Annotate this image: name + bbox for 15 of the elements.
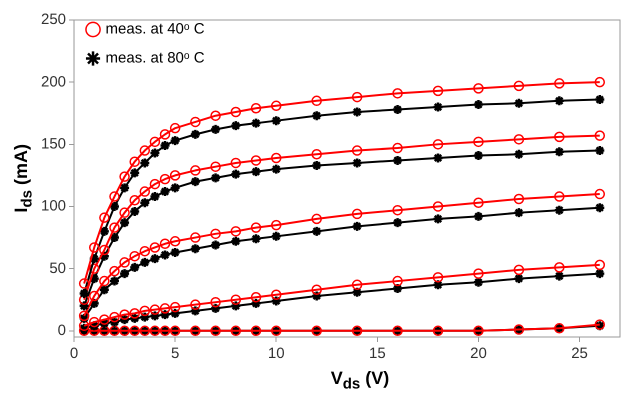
y-tick-label: 50 [49,260,66,277]
x-tick-label: 20 [470,345,487,362]
x-tick-label: 10 [268,345,285,362]
y-tick-label: 200 [40,73,66,90]
x-tick-label: 5 [170,345,180,362]
x-tick-label: 15 [369,345,386,362]
legend-label: meas. at 40ᵒ C [106,20,205,38]
x-tick-label: 0 [70,345,78,362]
y-tick-label: 0 [58,322,66,339]
x-axis-title: V$_{ds}$ (V) [330,368,390,393]
legend-label: meas. at 80ᵒ C [106,50,205,67]
y-tick-label: 250 [40,11,66,28]
y-tick-label: 150 [40,135,66,152]
y-tick-label: 100 [40,198,66,215]
x-tick-label: 25 [571,345,588,362]
